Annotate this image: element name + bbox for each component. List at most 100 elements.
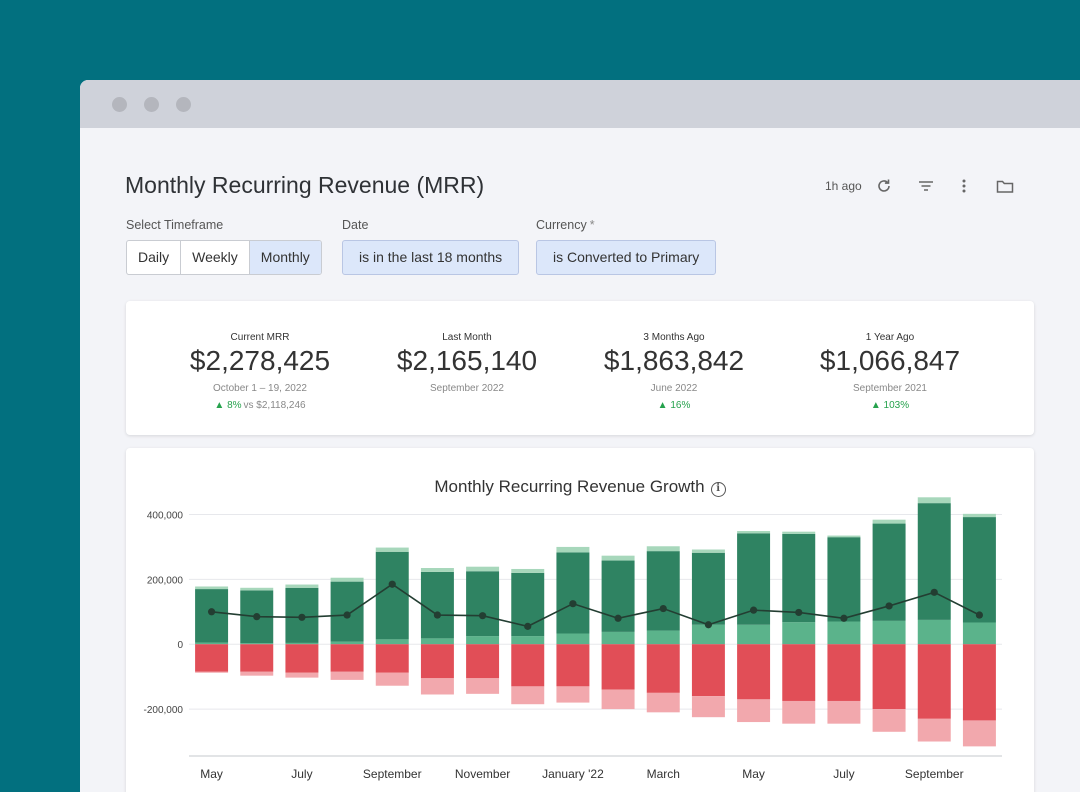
- kpi-change-value: 16%: [670, 400, 691, 411]
- browser-window: Monthly Recurring Revenue (MRR) 1h ago S…: [80, 80, 1080, 792]
- bar-segment-negative: [601, 689, 635, 710]
- x-tick-label: July: [833, 767, 854, 781]
- refresh-icon[interactable]: [874, 176, 894, 196]
- y-tick-label: 0: [177, 640, 183, 651]
- bar-segment-positive: [240, 643, 274, 645]
- net-mrr-point: [524, 622, 532, 630]
- bar-segment-negative: [646, 692, 680, 713]
- bar-segment-negative: [195, 671, 229, 673]
- net-mrr-point: [659, 604, 667, 613]
- bar-segment-negative: [285, 672, 319, 678]
- net-mrr-point: [975, 611, 984, 619]
- net-mrr-point: [253, 613, 261, 621]
- more-vertical-icon[interactable]: [954, 176, 974, 196]
- bar-segment-positive: [917, 503, 951, 620]
- chart-title: Monthly Recurring Revenue Growth: [434, 477, 705, 496]
- last-updated-label: 1h ago: [825, 179, 862, 193]
- currency-filter-button[interactable]: is Converted to Primary: [536, 240, 717, 275]
- kpi-label: Current MRR: [230, 332, 290, 343]
- bar-segment-positive: [782, 533, 816, 623]
- bar-segment-negative: [737, 644, 771, 700]
- mrr-growth-chart-card: 400,000 200,000 0 -200,000 May July September N…: [126, 448, 1034, 792]
- folder-icon[interactable]: [995, 176, 1015, 196]
- timeframe-weekly-button[interactable]: Weekly: [181, 241, 250, 274]
- bar-segment-positive: [691, 549, 725, 553]
- bar-segment-positive: [330, 577, 364, 582]
- x-tick-label: January '22: [542, 767, 604, 781]
- chart-title-row: Monthly Recurring Revenue Growth i: [126, 477, 1034, 497]
- kpi-value: $1,066,847: [819, 345, 961, 376]
- timeframe-segmented-control: Daily Weekly Monthly: [126, 240, 322, 275]
- bar-segment-negative: [872, 644, 906, 710]
- timeframe-monthly-button[interactable]: Monthly: [249, 241, 321, 274]
- bar-segment-negative: [691, 696, 725, 718]
- kpi-period: September 2021: [853, 383, 927, 394]
- bar-segment-positive: [466, 566, 500, 572]
- trend-up-icon: ▲: [657, 400, 671, 411]
- bar-segment-negative: [420, 678, 454, 695]
- x-tick-label: July: [291, 767, 312, 781]
- bar-segment-positive: [375, 551, 409, 640]
- bar-segment-positive: [511, 636, 545, 645]
- bar-segment-negative: [962, 644, 996, 721]
- x-tick-label: May: [200, 767, 223, 781]
- bar-segment-positive: [556, 546, 590, 553]
- bar-segment-positive: [285, 642, 319, 645]
- x-tick-label: May: [742, 767, 765, 781]
- y-tick-label: -200,000: [144, 705, 184, 716]
- filter-icon[interactable]: [916, 176, 936, 196]
- bar-segment-negative: [375, 672, 409, 686]
- bar-segment-negative: [240, 671, 274, 676]
- bar-segment-positive: [917, 497, 951, 504]
- bar-segment-positive: [195, 589, 229, 643]
- date-filter-label: Date: [342, 218, 369, 232]
- bar-segment-positive: [466, 636, 500, 645]
- bar-segment-positive: [375, 547, 409, 552]
- timeframe-daily-button[interactable]: Daily: [127, 241, 182, 274]
- net-mrr-point: [840, 614, 848, 622]
- bar-segment-positive: [646, 630, 680, 645]
- trend-up-icon: ▲: [870, 400, 884, 411]
- kpi-period: June 2022: [650, 383, 698, 394]
- info-icon[interactable]: i: [710, 482, 726, 497]
- bar-segment-positive: [330, 641, 364, 645]
- bar-segment-negative: [330, 671, 364, 680]
- kpi-card: Current MRR $2,278,425 October 1 – 19, 2…: [126, 301, 1034, 435]
- bar-segment-negative: [917, 718, 951, 742]
- window-minimize-dot[interactable]: [144, 97, 159, 112]
- bar-segment-positive: [827, 537, 861, 622]
- date-filter-button[interactable]: is in the last 18 months: [342, 240, 520, 275]
- bar-segment-positive: [375, 639, 409, 645]
- bar-segment-positive: [737, 531, 771, 534]
- bar-segment-positive: [962, 513, 996, 518]
- bar-segment-negative: [466, 644, 500, 679]
- bar-segment-positive: [285, 584, 319, 588]
- bar-segment-positive: [827, 621, 861, 645]
- toolbar: 1h ago: [825, 176, 1015, 196]
- window-maximize-dot[interactable]: [176, 97, 191, 112]
- bar-segment-negative: [782, 700, 816, 724]
- bar-segment-positive: [511, 568, 545, 573]
- net-mrr-point: [569, 600, 577, 608]
- mrr-growth-chart: 400,000 200,000 0 -200,000 May July September N…: [144, 497, 1002, 781]
- kpi-label: Last Month: [442, 332, 492, 343]
- net-mrr-point: [388, 580, 396, 588]
- bar-segment-negative: [420, 644, 454, 679]
- y-tick-label: 400,000: [147, 510, 184, 521]
- net-mrr-point: [478, 612, 487, 620]
- bar-segment-positive: [466, 571, 500, 637]
- bar-segment-positive: [420, 571, 454, 639]
- bar-segment-negative: [556, 686, 590, 703]
- bar-segment-positive: [646, 546, 680, 552]
- y-tick-label: 200,000: [147, 575, 184, 586]
- bar-segment-positive: [240, 587, 274, 591]
- net-mrr-point: [795, 608, 803, 617]
- bar-segment-positive: [556, 552, 590, 634]
- currency-filter-label: Currency *: [536, 218, 595, 232]
- window-close-dot[interactable]: [112, 97, 127, 112]
- bar-segment-negative: [511, 686, 545, 705]
- bar-segment-negative: [691, 644, 725, 697]
- bar-segment-positive: [556, 633, 590, 645]
- required-mark: *: [589, 218, 595, 232]
- timeframe-filter-label: Select Timeframe: [126, 218, 224, 232]
